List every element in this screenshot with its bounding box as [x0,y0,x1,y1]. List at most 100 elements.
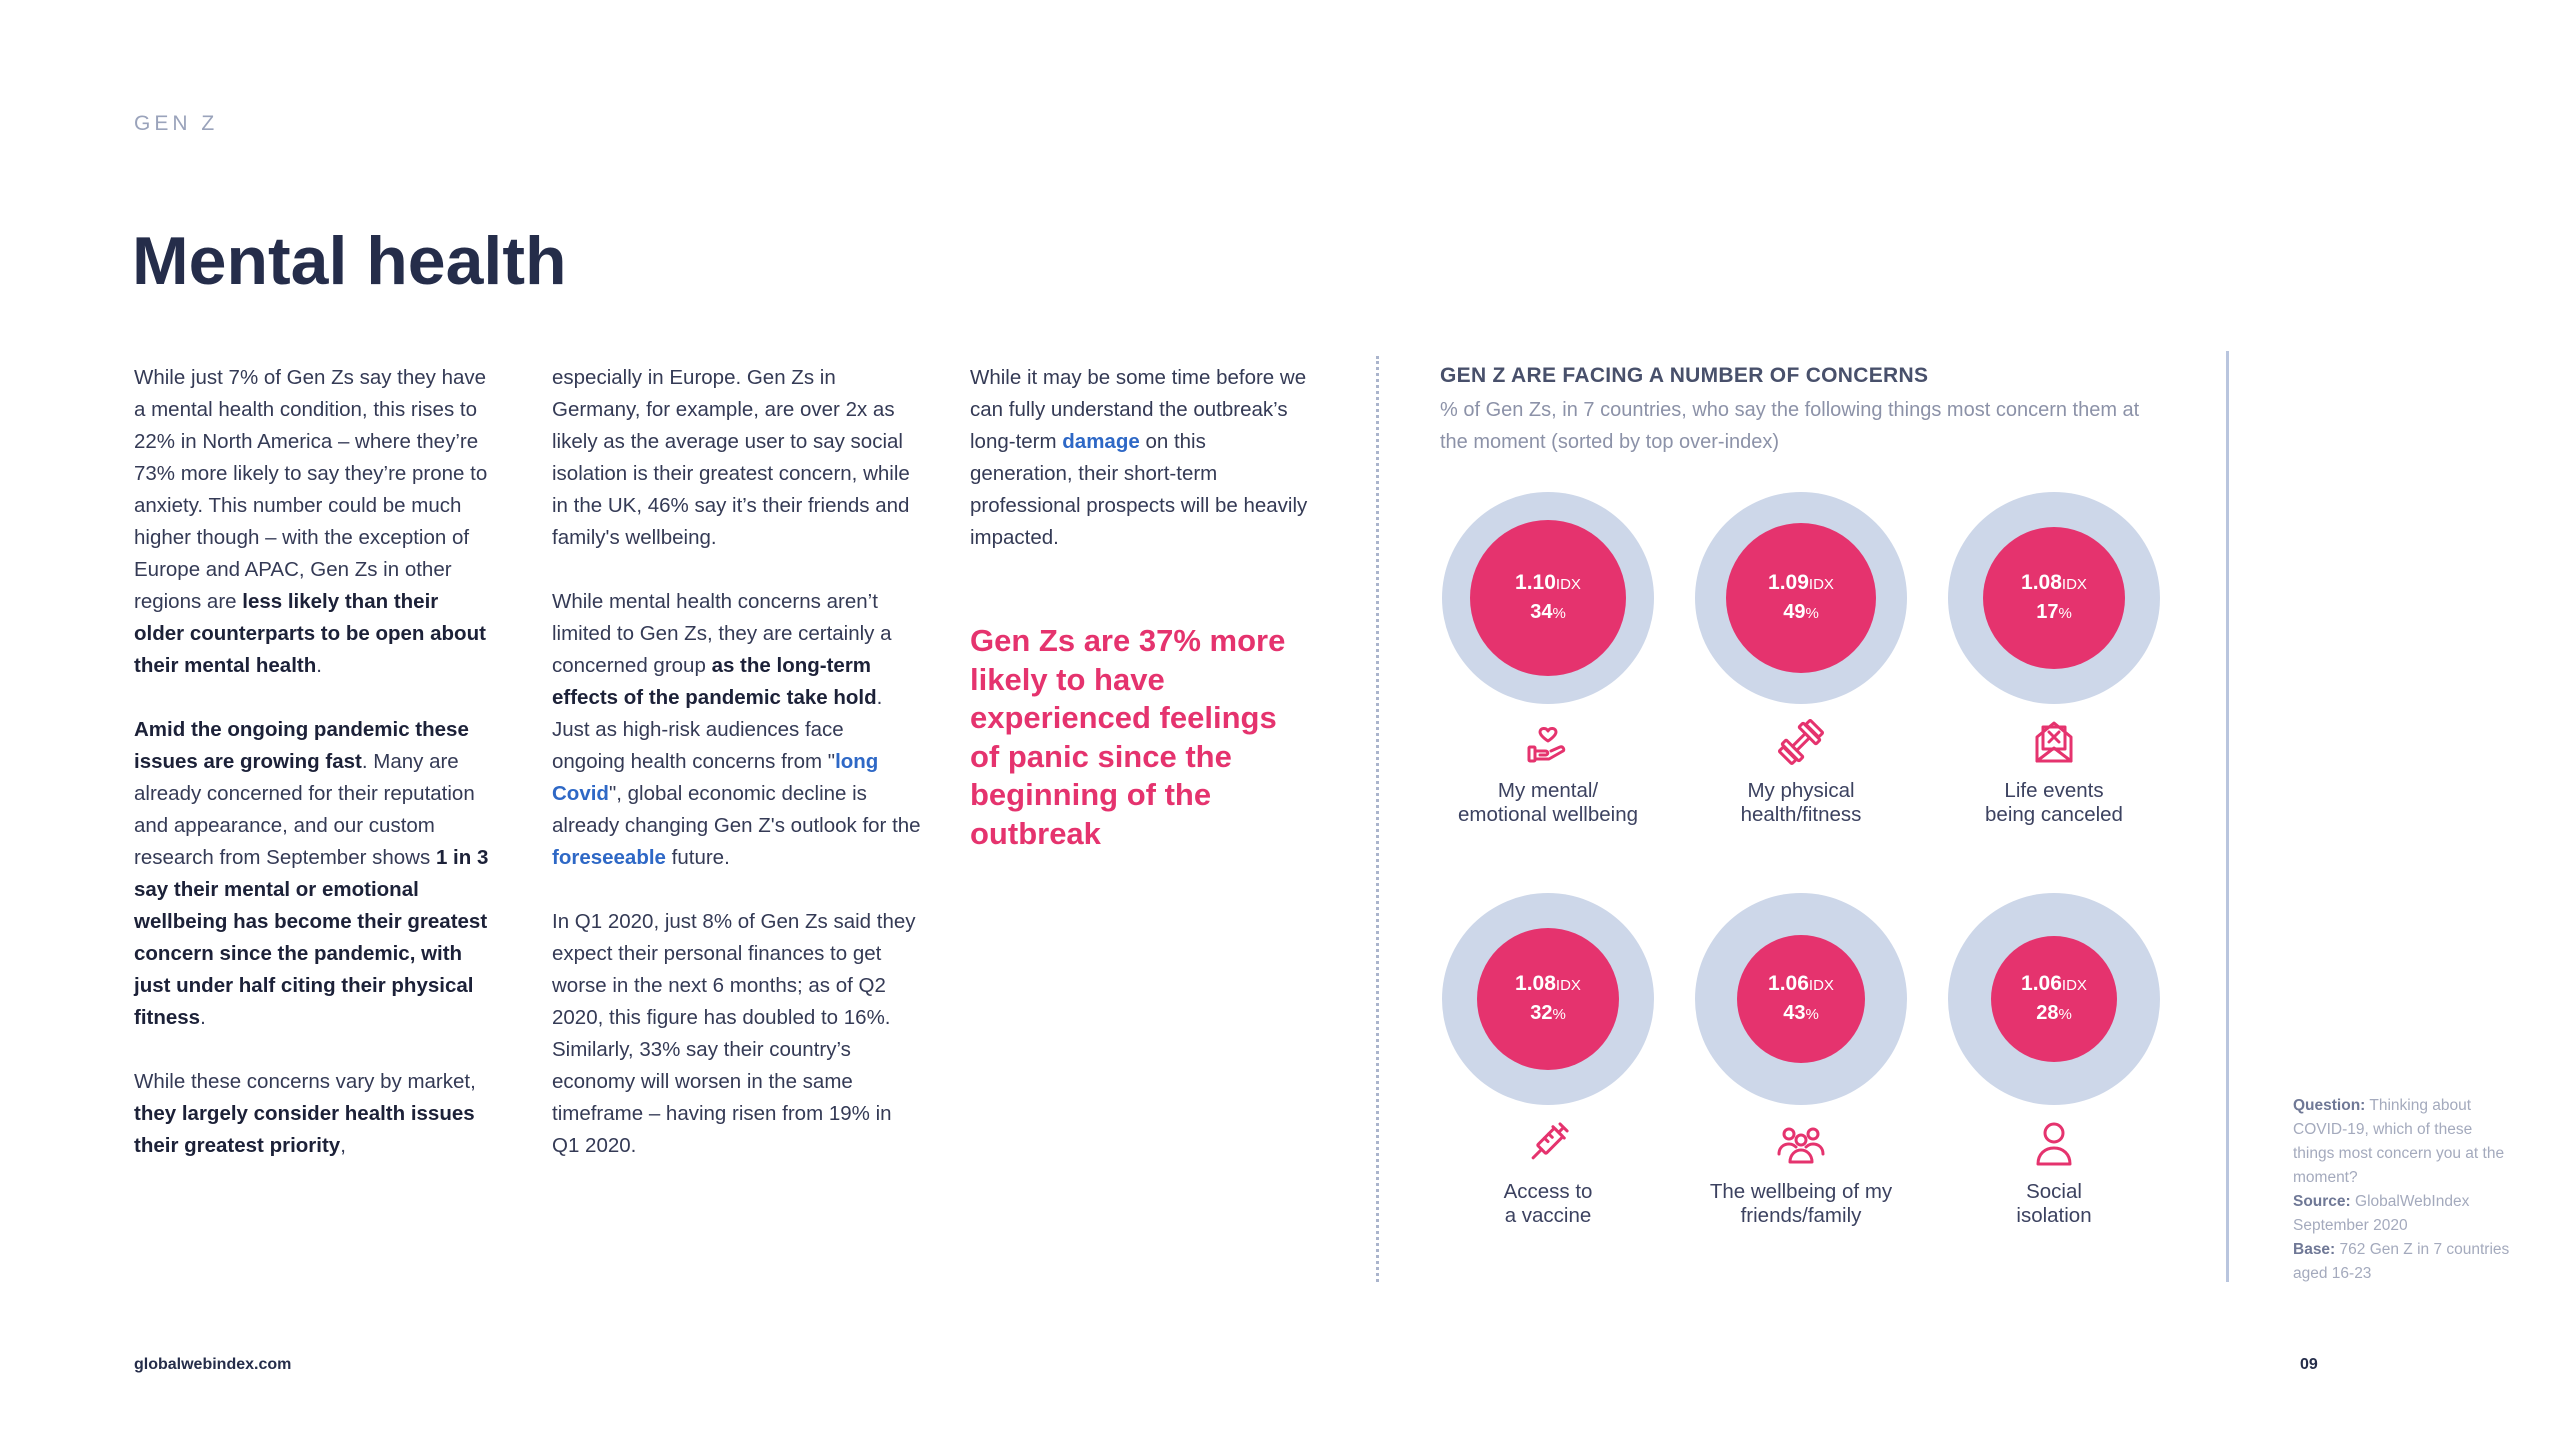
index-number: 1.09 [1768,571,1809,594]
dotted-divider [1376,356,1379,1282]
bold-text: as the long-term effects of the pandemic… [552,654,877,709]
idx-unit: IDX [2061,576,2087,593]
percent-value: 34% [1530,599,1566,627]
label-line-2: emotional wellbeing [1457,803,1639,826]
text-run: on this generation, their short-term pro… [970,430,1308,549]
paragraph: In Q1 2020, just 8% of Gen Zs said they … [552,906,922,1162]
index-number: 1.08 [2021,571,2062,594]
bold-text: 1 in 3 say their mental or emotional wel… [134,846,489,1029]
percent-number: 17 [2036,601,2059,623]
inline-link[interactable]: damage [1062,430,1140,453]
index-number: 1.06 [2021,972,2062,995]
percent-value: 32% [1530,1000,1566,1028]
text-run: While mental health concerns aren’t limi… [552,590,892,677]
paragraph: Amid the ongoing pandemic these issues a… [134,714,494,1034]
concern-label: The wellbeing of my friends/family [1676,1180,1926,1228]
text-run: . Many are already concerned for their r… [134,750,475,869]
page-title: Mental health [132,223,567,299]
idx-unit: IDX [1555,576,1581,593]
index-circle: 1.06IDX 43% [1737,935,1865,1063]
percent-number: 49 [1783,601,1806,623]
index-circle: 1.06IDX 28% [1991,936,2117,1062]
person-icon [2036,1122,2072,1166]
index-value: 1.10IDX [1515,569,1581,599]
index-circle: 1.08IDX 32% [1477,928,1619,1070]
right-divider [2226,351,2229,1282]
percent-unit: % [2058,1006,2072,1023]
chart-notes: Question: Thinking about COVID-19, which… [2293,1094,2513,1286]
page-number: 09 [2300,1356,2318,1373]
index-number: 1.10 [1515,571,1556,594]
percent-unit: % [1805,1006,1819,1023]
index-value: 1.06IDX [2021,970,2087,1000]
percent-number: 34 [1530,601,1553,623]
label-line-2: health/fitness [1740,803,1862,826]
index-circle: 1.10IDX 34% [1470,520,1626,676]
percent-unit: % [2058,605,2072,622]
concern-label: Life events being canceled [1929,779,2179,827]
idx-unit: IDX [1808,576,1834,593]
syringe-icon [1531,1122,1569,1160]
cancelled-envelope-icon [2035,721,2073,763]
index-value: 1.08IDX [2021,569,2087,599]
text-run: ", global economic decline is already ch… [552,782,921,837]
inline-link[interactable]: foreseeable [552,846,666,869]
idx-unit: IDX [1808,977,1834,994]
question-text: Thinking about COVID-19, which of these … [2293,1097,2505,1186]
bold-text: Amid the ongoing pandemic these issues a… [134,718,469,773]
paragraph: While these concerns vary by market, the… [134,1066,494,1162]
text-column-3: While it may be some time before we can … [970,362,1310,586]
base-text: 762 Gen Z in 7 countries aged 16-23 [2293,1241,2510,1282]
text-run: . [316,654,322,677]
text-run: While it may be some time before we can … [970,366,1307,453]
label-line-2: a vaccine [1504,1204,1592,1227]
percent-unit: % [1805,605,1819,622]
inline-link[interactable]: long Covid [552,750,879,805]
percent-number: 43 [1783,1002,1806,1024]
label-line-2: isolation [2016,1204,2092,1227]
percent-value: 49% [1783,599,1819,627]
paragraph: While it may be some time before we can … [970,362,1310,554]
percent-value: 43% [1783,1000,1819,1028]
label-line-2: being canceled [1985,803,2123,826]
percent-value: 17% [2036,599,2072,627]
source-label: Source: [2293,1193,2351,1210]
chart-subtitle: % of Gen Zs, in 7 countries, who say the… [1440,399,2140,453]
text-run: , [340,1134,346,1157]
percent-value: 28% [2036,1000,2072,1028]
index-value: 1.08IDX [1515,970,1581,1000]
concern-label: Access to a vaccine [1423,1180,1673,1228]
heart-hand-icon [1527,727,1566,763]
pull-quote: Gen Zs are 37% more likely to have exper… [970,623,1286,851]
index-value: 1.09IDX [1768,569,1834,599]
text-run: While these concerns vary by market, [134,1070,476,1093]
bold-text: they largely consider health issues thei… [134,1102,475,1157]
text-column-1: While just 7% of Gen Zs say they have a … [134,362,494,1194]
paragraph: especially in Europe. Gen Zs in Germany,… [552,362,922,554]
concern-label: My physical health/fitness [1676,779,1926,827]
base-label: Base: [2293,1241,2336,1258]
index-circle: 1.08IDX 17% [1983,527,2125,669]
index-value: 1.06IDX [1768,970,1834,1000]
footer-url[interactable]: globalwebindex.com [134,1356,292,1373]
index-number: 1.06 [1768,972,1809,995]
paragraph: While just 7% of Gen Zs say they have a … [134,362,494,682]
label-line-1: Social [2026,1180,2082,1203]
label-line-1: My physical [1747,779,1855,802]
label-line-1: Access to [1503,1180,1593,1203]
concern-label: My mental/emotional wellbeing [1423,779,1673,827]
text-run: . [200,1006,206,1029]
concern-label: Social isolation [1929,1180,2179,1228]
dumbbell-icon [1777,718,1825,766]
text-run: In Q1 2020, just 8% of Gen Zs said they … [552,910,916,1157]
label-line-1: Life events [2004,779,2104,802]
section-label: GEN Z [134,112,219,135]
text-run: especially in Europe. Gen Zs in Germany,… [552,366,910,549]
source-text: GlobalWebIndex September 2020 [2293,1193,2470,1234]
question-label: Question: [2293,1097,2366,1114]
percent-unit: % [1552,605,1566,622]
label-line-1: My mental/ [1497,779,1599,802]
index-number: 1.08 [1515,972,1556,995]
group-icon [1777,1127,1825,1164]
chart-title: GEN Z ARE FACING A NUMBER OF CONCERNS [1440,364,1929,387]
